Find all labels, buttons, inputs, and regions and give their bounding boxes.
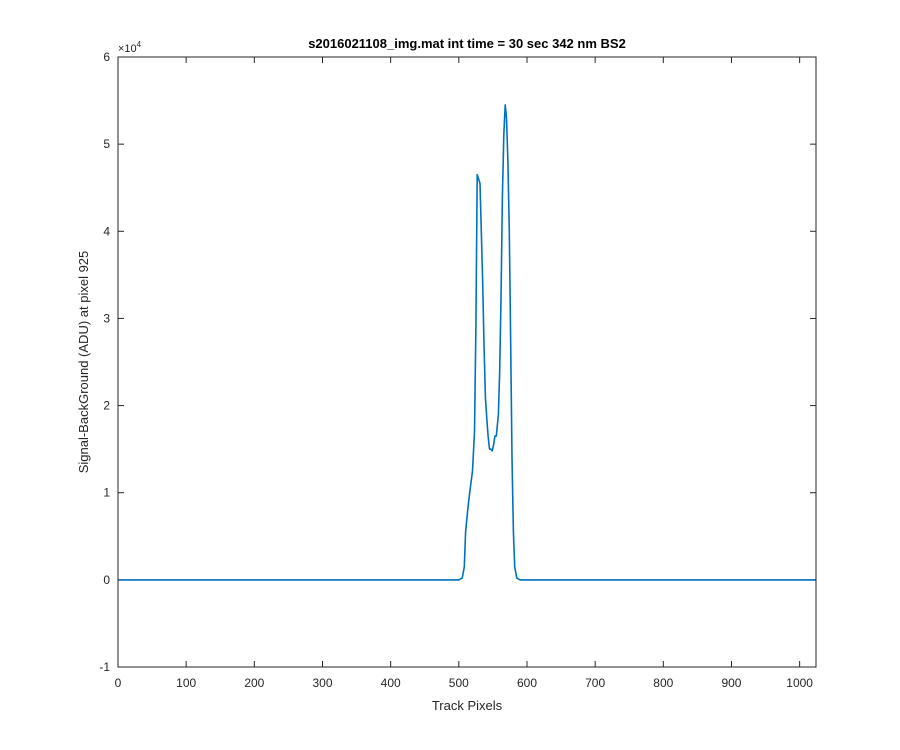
- y-tick-label: 0: [103, 573, 110, 587]
- y-exponent-label: ×104: [118, 40, 142, 55]
- x-tick-label: 1000: [786, 676, 813, 690]
- x-tick-label: 300: [312, 676, 332, 690]
- y-tick-label: 2: [103, 399, 110, 413]
- y-exponent-power: 4: [137, 40, 142, 49]
- x-axis-label: Track Pixels: [432, 698, 503, 713]
- y-tick-label: 4: [103, 224, 110, 238]
- y-tick-label: 1: [103, 486, 110, 500]
- x-tick-label: 800: [653, 676, 673, 690]
- x-tick-label: 200: [244, 676, 264, 690]
- y-axis-label: Signal-BackGround (ADU) at pixel 925: [76, 251, 91, 474]
- plot-frame: [117, 56, 817, 668]
- y-tick-label: 6: [103, 50, 110, 64]
- y-tick-label: 3: [103, 311, 110, 325]
- x-tick-label: 100: [176, 676, 196, 690]
- x-tick-label: 400: [381, 676, 401, 690]
- x-tick-label: 0: [115, 676, 122, 690]
- series-line: [118, 104, 816, 581]
- x-tick-label: 600: [517, 676, 537, 690]
- tick-labels-layer: 0 100 200 300 400 500 600 700 800 900 1000 -1 0 1 2 3 4 5…: [99, 50, 813, 690]
- y-tick-label: -1: [99, 660, 110, 674]
- x-tick-label: 900: [721, 676, 741, 690]
- x-tick-label: 500: [449, 676, 469, 690]
- y-exponent-base: ×10: [118, 43, 137, 55]
- y-tick-label: 5: [103, 137, 110, 151]
- chart-title: s2016021108_img.mat int time = 30 sec 34…: [308, 36, 626, 51]
- x-tick-label: 700: [585, 676, 605, 690]
- plot-background: [118, 57, 816, 667]
